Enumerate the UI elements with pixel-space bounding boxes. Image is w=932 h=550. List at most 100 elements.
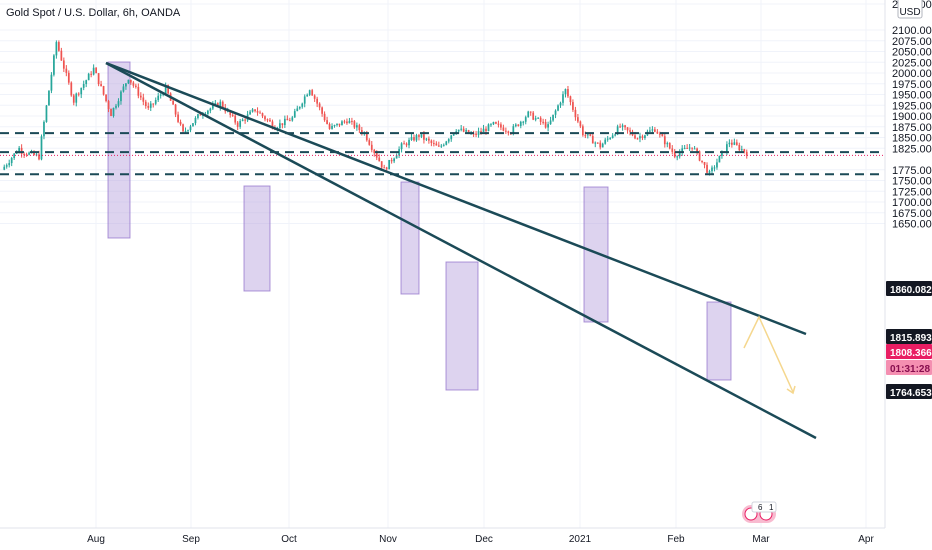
candle-body xyxy=(601,143,604,148)
candle-body xyxy=(288,120,291,122)
candle-body xyxy=(738,144,741,151)
candle-body xyxy=(33,151,35,155)
candle-body xyxy=(604,139,607,144)
candle-body xyxy=(554,110,557,115)
price-tag-text-level-1860: 1860.082 xyxy=(890,285,932,296)
lower-trendline xyxy=(105,61,817,440)
candle-body xyxy=(577,117,579,122)
candle-body xyxy=(634,135,636,139)
candle-body xyxy=(559,102,562,106)
candle-body xyxy=(95,67,97,74)
x-tick-label: Oct xyxy=(281,534,297,545)
candle-body xyxy=(562,94,564,103)
candle-body xyxy=(383,167,386,169)
candle-body xyxy=(75,93,78,103)
candle-body xyxy=(619,126,621,128)
time-axis[interactable]: Aug Sep Oct Nov Dec 2021 Feb Mar Apr xyxy=(87,534,874,545)
y-tick-label: 1950.000 xyxy=(892,90,932,102)
candle-body xyxy=(497,123,500,125)
candle-body xyxy=(681,148,684,153)
candle-body xyxy=(589,134,592,136)
widget-badge xyxy=(751,501,777,513)
candle-body xyxy=(214,103,217,105)
candle-body xyxy=(18,147,21,153)
candle-body xyxy=(418,135,420,137)
candle-body xyxy=(159,94,162,96)
candle-body xyxy=(343,121,346,123)
candle-body xyxy=(231,114,234,116)
x-tick-label: Aug xyxy=(87,534,105,545)
candle-body xyxy=(686,147,689,149)
candle-body xyxy=(696,148,698,152)
candle-body xyxy=(360,130,363,134)
candle-body xyxy=(465,130,468,132)
candle-body xyxy=(676,156,679,158)
candle-body xyxy=(442,144,445,146)
candle-body xyxy=(179,121,182,125)
candle-body xyxy=(85,80,88,85)
candle-body xyxy=(174,104,177,115)
y-tick-label: 2025.000 xyxy=(892,57,932,69)
indicator-widget[interactable]: 6 1 xyxy=(742,501,777,523)
y-tick-label: 1850.000 xyxy=(892,133,932,145)
price-axis[interactable]: 2175.0002100.0002075.0002050.0002025.000… xyxy=(892,0,932,231)
candle-body xyxy=(219,101,222,107)
candle-body xyxy=(296,108,299,112)
candle-body xyxy=(569,96,572,103)
y-tick-label: 1700.000 xyxy=(892,197,932,209)
price-tag-text-countdown: 01:31:28 xyxy=(890,364,930,375)
candle-body xyxy=(574,109,577,118)
candle-body xyxy=(703,162,706,165)
candle-body xyxy=(192,123,194,127)
candle-body xyxy=(626,127,629,131)
candle-body xyxy=(38,154,40,160)
candle-body xyxy=(586,134,589,136)
candle-body xyxy=(649,130,651,132)
horizontal-gridlines xyxy=(0,3,885,224)
candle-body xyxy=(313,95,316,99)
candle-body xyxy=(552,114,554,121)
candle-body xyxy=(683,147,686,149)
candle-body xyxy=(398,149,400,156)
candle-body xyxy=(221,101,224,108)
y-tick-label: 2075.000 xyxy=(892,36,932,48)
candle-body xyxy=(477,131,480,135)
highlight-box xyxy=(706,301,732,381)
candle-body xyxy=(45,105,48,122)
candle-body xyxy=(415,135,418,141)
candle-body xyxy=(549,120,552,125)
candle-body xyxy=(77,93,80,95)
candle-body xyxy=(594,142,597,144)
candle-body xyxy=(341,121,343,126)
candle-body xyxy=(333,125,336,127)
candle-body xyxy=(482,128,485,132)
candle-body xyxy=(271,121,274,128)
candle-body xyxy=(142,97,145,102)
candle-body xyxy=(353,121,356,128)
candle-body xyxy=(596,142,599,144)
candle-body xyxy=(189,126,192,131)
currency-box[interactable] xyxy=(897,0,923,19)
candle-body xyxy=(60,50,63,61)
price-tag-text-level-1815: 1815.893 xyxy=(890,333,932,344)
candle-body xyxy=(261,113,264,117)
candle-body xyxy=(614,134,617,136)
candle-body xyxy=(40,136,43,160)
candle-body xyxy=(678,152,681,157)
candle-body xyxy=(420,134,423,137)
candle-body xyxy=(5,165,8,167)
candle-body xyxy=(557,105,559,111)
highlight-box xyxy=(583,186,609,323)
candle-body xyxy=(368,140,371,145)
candle-body xyxy=(3,166,6,170)
candle-body xyxy=(656,131,659,134)
candle-body xyxy=(624,125,626,128)
candle-body xyxy=(90,73,93,75)
candle-body xyxy=(519,121,522,126)
candle-body xyxy=(480,131,482,133)
y-tick-label: 1875.000 xyxy=(892,122,932,134)
candle-body xyxy=(408,139,410,146)
candle-body xyxy=(581,126,584,136)
candle-body xyxy=(527,111,530,118)
